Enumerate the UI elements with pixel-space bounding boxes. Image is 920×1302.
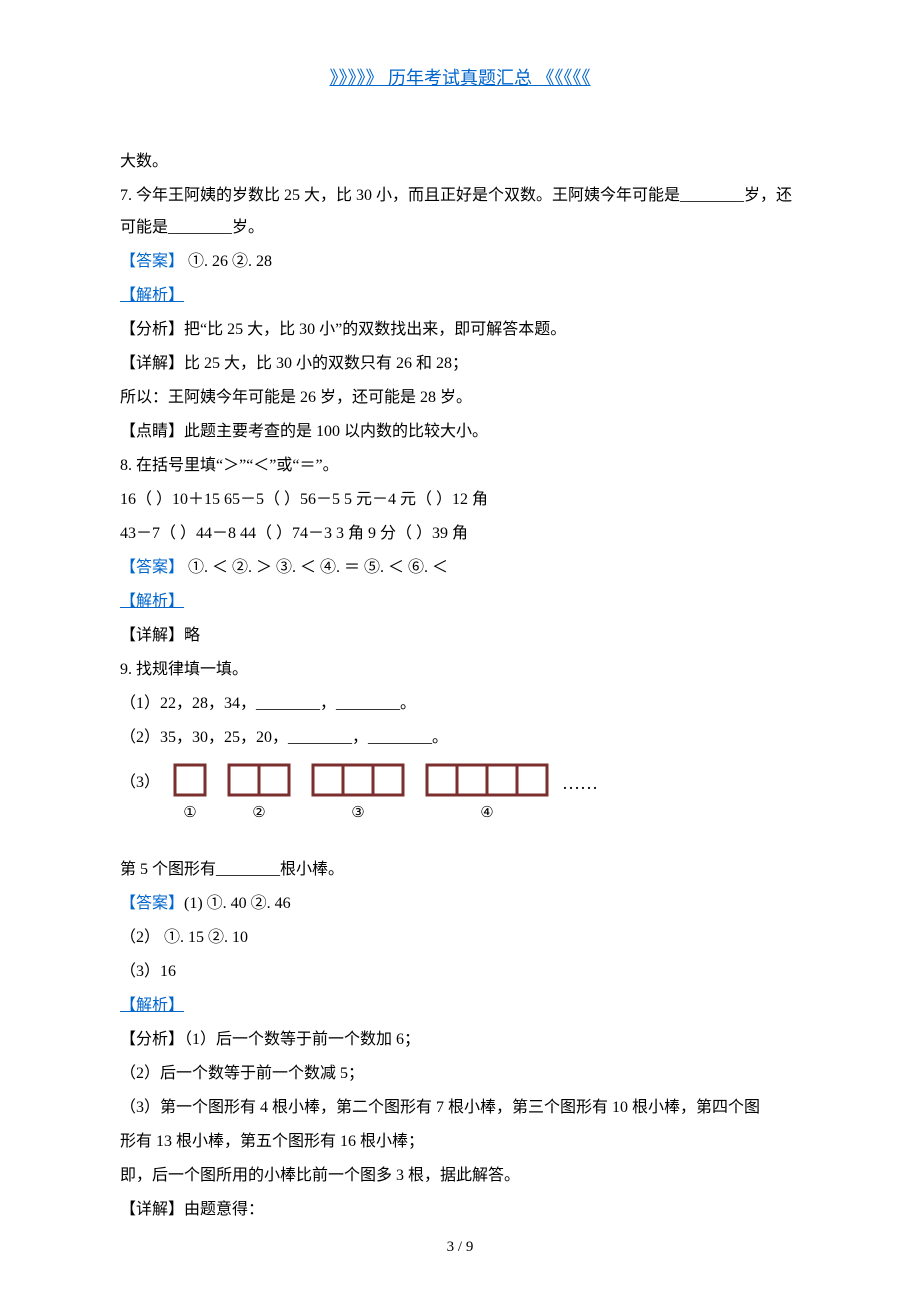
q9-p2: （2）35，30，25，20，________，________。 [120, 722, 800, 754]
shape-label: ④ [480, 798, 493, 828]
q8-row2: 43－7（ ）44－8 44（ ）74－3 3 角 9 分（ ）39 角 [120, 518, 800, 550]
q9-p3-label: （3） [120, 767, 160, 823]
shape-label: ① [183, 798, 196, 828]
q7-xiangjie: 【详解】比 25 大，比 30 小的双数只有 26 和 28； [120, 348, 800, 380]
analysis-label: 【解析】 [120, 287, 184, 304]
shape-label: ③ [351, 798, 364, 828]
shape-label: ② [252, 798, 265, 828]
q7-fenxi: 【分析】把“比 25 大，比 30 小”的双数找出来，即可解答本题。 [120, 314, 800, 346]
page-footer: 3 / 9 [0, 1232, 920, 1262]
header-link[interactable]: 》》》》》 历年考试真题汇总 《《《《《 [120, 60, 800, 96]
q9-text: 9. 找规律填一填。 [120, 654, 800, 686]
q7-text: 7. 今年王阿姨的岁数比 25 大，比 30 小，而且正好是个双数。王阿姨今年可… [120, 180, 800, 244]
q7-answer: 【答案】 ①. 26 ②. 28 [120, 246, 800, 278]
squares-icon [310, 762, 406, 798]
q8-row1: 16（ ）10＋15 65－5（ ）56－5 5 元－4 元（ ）12 角 [120, 484, 800, 516]
q8-xiangjie: 【详解】略 [120, 620, 800, 652]
q9-p1: （1）22，28，34，________，________。 [120, 688, 800, 720]
q7-dianjing: 【点睛】此题主要考查的是 100 以内数的比较大小。 [120, 416, 800, 448]
q9-ans1: 【答案】(1) ①. 40 ②. 46 [120, 888, 800, 920]
q9-ans2: （2） ①. 15 ②. 10 [120, 922, 800, 954]
squares-icon [226, 762, 292, 798]
shape-group: ④ [424, 762, 550, 828]
answer-label: 【答案】 [120, 253, 184, 270]
q9-fenxi2: （2）后一个数等于前一个数减 5； [120, 1058, 800, 1090]
analysis-label: 【解析】 [120, 593, 184, 610]
answer-label: 【答案】 [120, 559, 184, 576]
shape-group: ② [226, 762, 292, 828]
analysis-label: 【解析】 [120, 997, 184, 1014]
ellipsis-icon: …… [562, 765, 598, 825]
squares-icon [424, 762, 550, 798]
q9-blank-line: 第 5 个图形有________根小棒。 [120, 854, 800, 886]
content-area: 大数。 7. 今年王阿姨的岁数比 25 大，比 30 小，而且正好是个双数。王阿… [120, 146, 800, 1226]
q8-answer: 【答案】 ①. ＜ ②. ＞ ③. ＜ ④. ＝ ⑤. ＜ ⑥. ＜ [120, 552, 800, 584]
shape-group: ③ [310, 762, 406, 828]
answer-values: ①. ＜ ②. ＞ ③. ＜ ④. ＝ ⑤. ＜ ⑥. ＜ [184, 559, 448, 576]
squares-icon [172, 762, 208, 798]
q9-fenxi1: 【分析】（1）后一个数等于前一个数加 6； [120, 1024, 800, 1056]
q9-fenxi4: 即，后一个图所用的小棒比前一个图多 3 根，据此解答。 [120, 1160, 800, 1192]
shape-group: ① [172, 762, 208, 828]
answer-values: ①. 26 ②. 28 [184, 253, 272, 270]
q8-text: 8. 在括号里填“＞”“＜”或“＝”。 [120, 450, 800, 482]
q9-shapes-row: （3） ① ② ③ ④ …… [120, 762, 800, 828]
q9-xiangjie: 【详解】由题意得： [120, 1194, 800, 1226]
q9-fenxi3a: （3）第一个图形有 4 根小棒，第二个图形有 7 根小棒，第三个图形有 10 根… [120, 1092, 800, 1124]
q9-fenxi3b: 形有 13 根小棒，第五个图形有 16 根小棒； [120, 1126, 800, 1158]
q9-ans3: （3）16 [120, 956, 800, 988]
answer-label: 【答案】 [120, 895, 184, 912]
q7-suoyi: 所以：王阿姨今年可能是 26 岁，还可能是 28 岁。 [120, 382, 800, 414]
q6-tail: 大数。 [120, 146, 800, 178]
answer-values: (1) ①. 40 ②. 46 [184, 895, 291, 912]
